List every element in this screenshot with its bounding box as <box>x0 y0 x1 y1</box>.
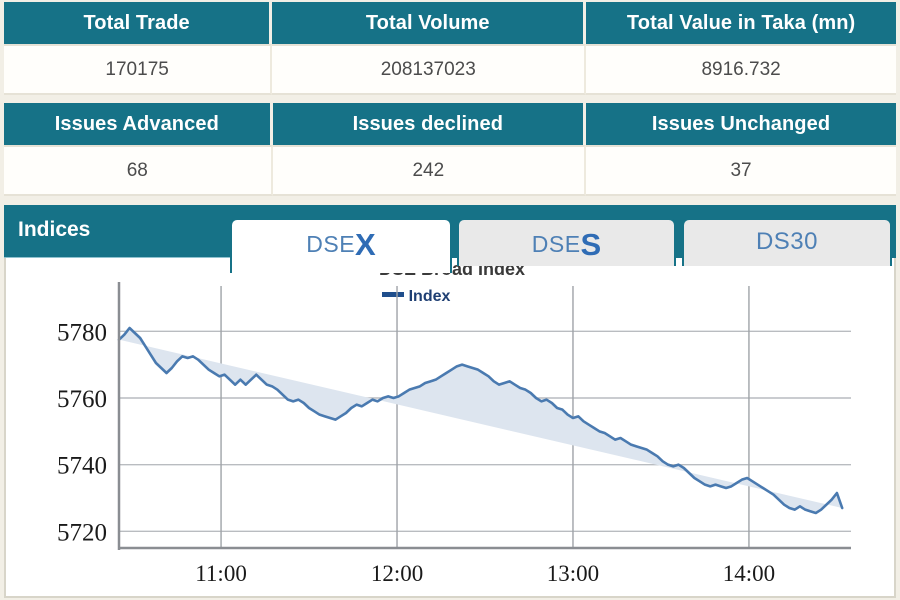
chart-plot-area <box>117 326 844 515</box>
chart-axis-lines <box>117 282 851 550</box>
chart-legend: Index <box>6 288 826 306</box>
xtick-label: 11:00 <box>195 561 247 586</box>
header-issues-advanced: Issues Advanced <box>4 103 273 145</box>
table-header-row: Issues Advanced Issues declined Issues U… <box>4 103 896 145</box>
xtick-label: 13:00 <box>547 561 599 586</box>
value-issues-advanced: 68 <box>4 145 273 196</box>
table-header-row: Total Trade Total Volume Total Value in … <box>4 2 896 44</box>
value-issues-unchanged: 37 <box>586 145 896 196</box>
header-total-volume: Total Volume <box>272 2 587 44</box>
ytick-label: 5780 <box>57 319 107 346</box>
header-total-trade: Total Trade <box>4 2 273 44</box>
legend-swatch-index <box>381 292 404 298</box>
legend-label-index: Index <box>408 288 451 305</box>
trade-summary-table: Total Trade Total Volume Total Value in … <box>4 2 896 95</box>
ytick-label: 5720 <box>57 519 107 546</box>
header-total-value: Total Value in Taka (mn) <box>586 2 896 44</box>
tab-dsex[interactable]: DSEX <box>230 218 452 273</box>
series-area-index <box>119 328 843 513</box>
series-line-index <box>117 326 844 515</box>
table-value-row: 68 242 37 <box>4 145 896 196</box>
tab-ds30-label: DS30 <box>755 228 819 255</box>
value-issues-declined: 242 <box>272 145 587 196</box>
indices-tabbar: Indices DSEX DSES DS30 <box>4 205 896 273</box>
value-total-trade: 170175 <box>4 44 273 95</box>
tab-dses[interactable]: DSES <box>457 218 676 266</box>
tab-dsex-prefix: DSE <box>306 231 356 257</box>
value-total-value: 8916.732 <box>586 44 896 95</box>
value-total-volume: 208137023 <box>272 44 587 95</box>
chart-xtick-labels: 11:00 12:00 13:00 14:00 <box>195 561 775 586</box>
chart-ytick-labels: 5720 5740 5760 5780 <box>57 319 107 546</box>
header-issues-declined: Issues declined <box>272 103 587 145</box>
ytick-label: 5740 <box>57 453 107 480</box>
header-issues-unchanged: Issues Unchanged <box>586 103 896 145</box>
indices-section-label: Indices <box>18 218 91 241</box>
tab-ds30[interactable]: DS30 <box>682 218 892 266</box>
xtick-label: 12:00 <box>371 561 423 586</box>
index-line-chart[interactable]: 5720 5740 5760 5780 11:00 12:00 13:00 14:00 <box>6 258 896 598</box>
xtick-label: 14:00 <box>723 561 775 586</box>
tab-dses-prefix: DSE <box>531 231 581 257</box>
table-value-row: 170175 208137023 8916.732 <box>4 44 896 95</box>
tab-dses-suffix: S <box>580 227 602 262</box>
issues-summary-table: Issues Advanced Issues declined Issues U… <box>4 103 896 196</box>
tab-dsex-suffix: X <box>355 227 376 262</box>
ytick-label: 5760 <box>57 386 107 413</box>
index-chart-panel: DSE Broad Index Index 5720 5740 5760 5780 1… <box>4 258 896 598</box>
